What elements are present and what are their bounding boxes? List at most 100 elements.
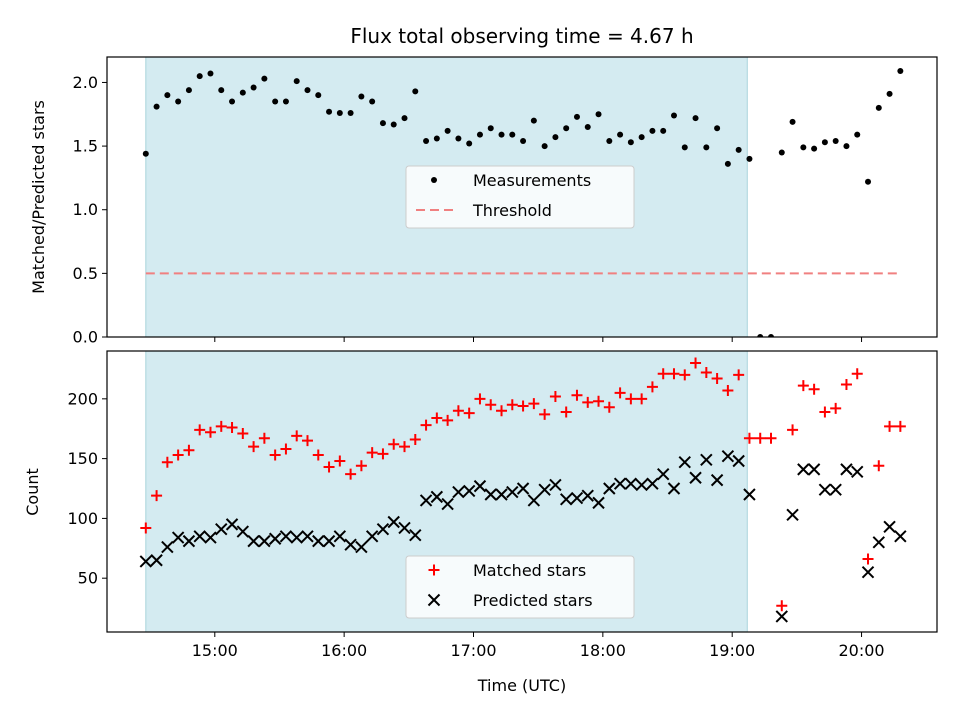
predicted-star-point (743, 488, 756, 501)
predicted-star-point (225, 518, 239, 531)
count-y-tick-label: 100 (67, 509, 98, 528)
matched-star-point (485, 399, 497, 411)
measurement-point (768, 334, 774, 337)
matched-star-point (291, 430, 303, 442)
matched-star-point (172, 449, 184, 461)
predicted-star-point (333, 530, 347, 543)
predicted-star-point (290, 531, 303, 544)
predicted-star-point (861, 566, 875, 579)
predicted-star-point (797, 463, 810, 476)
matched-star-point (355, 460, 367, 472)
predicted-star-point (721, 450, 735, 463)
predicted-star-point (312, 534, 325, 548)
matched-star-point (161, 456, 173, 468)
ratio-y-tick-label: 0.5 (73, 264, 98, 283)
measurement-point (185, 87, 192, 94)
predicted-star-point (527, 494, 541, 507)
predicted-star-point (559, 493, 573, 506)
x-tick-label: 16:00 (321, 641, 367, 660)
ratio-y-tick-label: 1.5 (73, 137, 98, 156)
measurement-point (703, 144, 710, 151)
matched-star-point (797, 380, 809, 392)
matched-star-point (690, 357, 702, 369)
predicted-star-point (829, 483, 842, 496)
predicted-star-point (247, 534, 260, 548)
matched-star-point (409, 433, 421, 445)
matched-star-point (668, 368, 680, 380)
matched-star-point (323, 461, 335, 473)
measurement-point (886, 90, 893, 97)
matched-star-point (204, 426, 216, 438)
predicted-star-point (150, 554, 163, 567)
matched-star-point (582, 396, 594, 408)
predicted-star-point (301, 530, 314, 543)
legend-marker-dot (431, 177, 437, 183)
matched-star-point (625, 393, 637, 405)
measurement-point (261, 75, 268, 82)
predicted-star-point (506, 485, 519, 499)
matched-star-point (269, 449, 281, 461)
count-y-tick-label: 50 (78, 569, 98, 588)
measurement-point (821, 139, 828, 146)
measurement-point (617, 131, 624, 138)
predicted-star-point (516, 482, 530, 495)
predicted-star-point (279, 530, 293, 543)
predicted-star-point (322, 534, 336, 548)
measurement-point (401, 115, 408, 122)
measurement-point (466, 140, 473, 147)
matched-star-point (700, 367, 712, 379)
measurement-point (692, 115, 699, 122)
measurement-point (595, 111, 602, 118)
matched-star-point (517, 400, 529, 412)
ratio-y-tick-label: 2.0 (73, 73, 98, 92)
matched-star-point (140, 522, 152, 534)
measurement-point (563, 125, 570, 132)
predicted-star-point (840, 463, 853, 476)
matched-star-point (399, 441, 411, 453)
measurement-point (854, 131, 861, 138)
x-tick-label: 20:00 (838, 641, 884, 660)
predicted-star-point (344, 538, 357, 551)
measurement-point (250, 84, 257, 91)
measurement-point (520, 138, 527, 144)
matched-star-point (183, 444, 195, 456)
matched-star-point (377, 448, 389, 460)
measurement-point (390, 121, 397, 128)
predicted-star-point (258, 534, 271, 548)
matched-star-point (248, 441, 260, 453)
predicted-star-point (430, 490, 444, 504)
matched-star-point (894, 420, 906, 432)
legend-marker-plus (428, 564, 440, 576)
predicted-star-point (215, 522, 228, 536)
legend-box (405, 555, 635, 619)
predicted-star-point (894, 530, 907, 543)
measurement-point (239, 89, 246, 96)
measurement-point (800, 144, 807, 151)
matched-star-point (571, 389, 583, 401)
measurement-point (875, 104, 882, 111)
x-tick-label: 18:00 (580, 641, 626, 660)
count-panel: 50 100 150 200 15:00 16:00 17:00 18:00 19:00 20:0… (67, 350, 938, 660)
measurement-point (229, 98, 236, 105)
predicted-star-point (732, 454, 745, 468)
measurement-point (670, 112, 677, 119)
predicted-star-point (398, 521, 411, 535)
matched-star-point (851, 368, 863, 380)
measurement-point (757, 334, 764, 337)
matched-star-point (388, 438, 400, 450)
measurement-point (746, 155, 753, 162)
measurement-point (487, 125, 494, 132)
legend-label: Predicted stars (473, 591, 593, 610)
matched-star-point (366, 447, 378, 459)
measurement-point (444, 127, 451, 134)
matched-star-point (765, 432, 777, 444)
matched-star-point (280, 443, 292, 455)
count-y-axis-label: Count (23, 468, 42, 516)
measurement-point (724, 160, 731, 167)
matched-star-point (636, 393, 648, 405)
matched-star-point (787, 424, 799, 436)
count-series-matched-stars (140, 357, 906, 612)
matched-star-point (840, 378, 852, 390)
matched-star-point (593, 395, 605, 407)
matched-star-point (754, 432, 766, 444)
